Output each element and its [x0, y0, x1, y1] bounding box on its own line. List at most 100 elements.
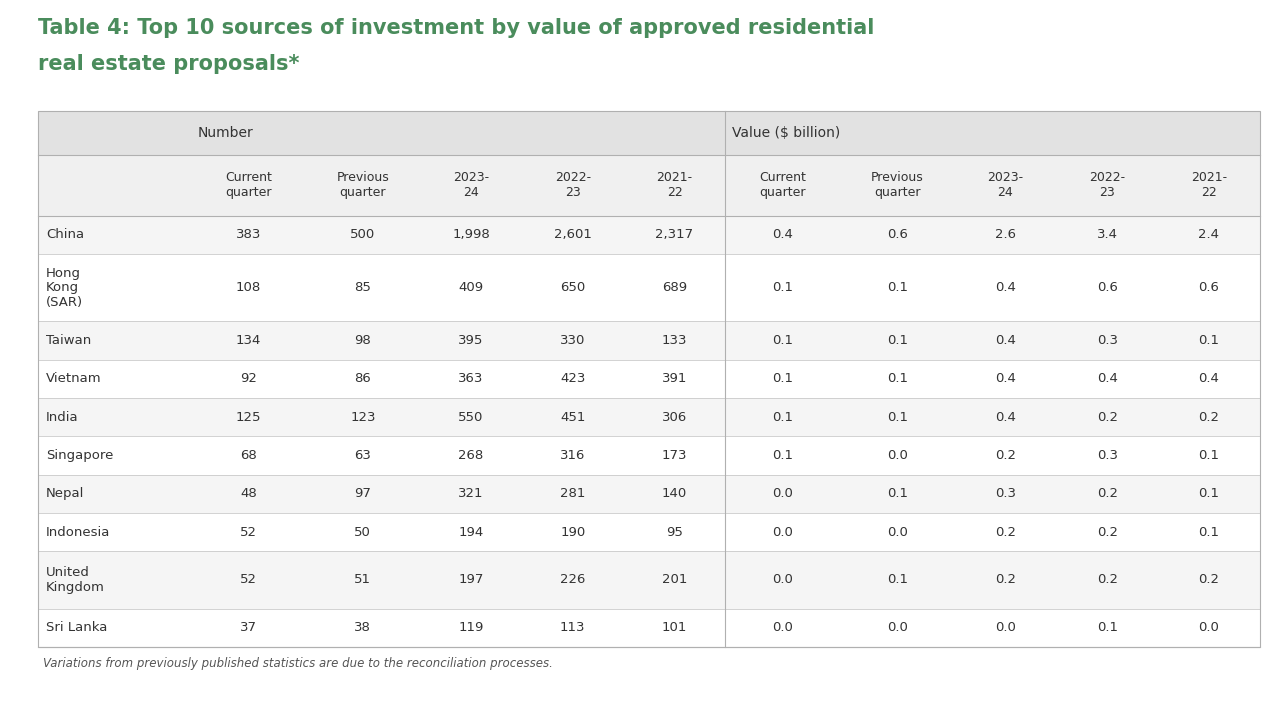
Text: 2021-
22: 2021- 22 — [656, 171, 693, 199]
Text: Vietnam: Vietnam — [46, 372, 101, 385]
Text: 550: 550 — [458, 411, 483, 423]
Text: Number: Number — [197, 126, 253, 140]
Text: Hong
Kong
(SAR): Hong Kong (SAR) — [46, 267, 83, 308]
Text: 119: 119 — [458, 621, 483, 634]
Text: 0.2: 0.2 — [1096, 411, 1118, 423]
Text: 0.6: 0.6 — [1198, 281, 1219, 294]
Text: 194: 194 — [458, 526, 483, 539]
Text: 268: 268 — [458, 449, 483, 462]
Text: 281: 281 — [560, 487, 586, 500]
Text: 0.1: 0.1 — [886, 411, 908, 423]
Text: 650: 650 — [560, 281, 586, 294]
Text: 1,998: 1,998 — [451, 229, 490, 242]
Text: Previous
quarter: Previous quarter — [871, 171, 923, 199]
Text: 0.6: 0.6 — [1096, 281, 1118, 294]
Text: 197: 197 — [458, 574, 483, 587]
Text: Current
quarter: Current quarter — [225, 171, 271, 199]
Text: 226: 226 — [560, 574, 586, 587]
Text: 2.6: 2.6 — [995, 229, 1016, 242]
Text: 0.1: 0.1 — [773, 372, 793, 385]
Text: Value ($ billion): Value ($ billion) — [732, 126, 840, 140]
Text: 68: 68 — [240, 449, 257, 462]
Text: 0.1: 0.1 — [886, 487, 908, 500]
Text: Sri Lanka: Sri Lanka — [46, 621, 107, 634]
Text: 0.1: 0.1 — [1198, 487, 1219, 500]
Text: real estate proposals*: real estate proposals* — [38, 54, 299, 74]
Text: 0.1: 0.1 — [886, 334, 908, 347]
Text: 125: 125 — [235, 411, 261, 423]
Text: 38: 38 — [354, 621, 371, 634]
Text: 0.1: 0.1 — [773, 281, 793, 294]
Text: 500: 500 — [350, 229, 376, 242]
Text: 37: 37 — [239, 621, 257, 634]
Text: 113: 113 — [560, 621, 586, 634]
Text: 101: 101 — [661, 621, 687, 634]
Text: 97: 97 — [354, 487, 371, 500]
Text: 0.1: 0.1 — [1198, 449, 1219, 462]
Text: 2021-
22: 2021- 22 — [1191, 171, 1227, 199]
Text: 0.1: 0.1 — [1198, 526, 1219, 539]
Text: 0.0: 0.0 — [886, 621, 908, 634]
Text: 85: 85 — [354, 281, 371, 294]
Text: 133: 133 — [661, 334, 687, 347]
Text: 134: 134 — [235, 334, 261, 347]
Text: 0.0: 0.0 — [1198, 621, 1219, 634]
Text: 3.4: 3.4 — [1096, 229, 1118, 242]
Text: India: India — [46, 411, 79, 423]
Text: 0.1: 0.1 — [1096, 621, 1118, 634]
Text: 0.3: 0.3 — [995, 487, 1016, 500]
Text: 0.4: 0.4 — [995, 411, 1016, 423]
Text: 0.1: 0.1 — [773, 411, 793, 423]
Text: 0.2: 0.2 — [995, 449, 1016, 462]
Text: 0.4: 0.4 — [995, 281, 1016, 294]
Text: 0.4: 0.4 — [1198, 372, 1219, 385]
Text: 48: 48 — [240, 487, 257, 500]
Text: 0.4: 0.4 — [995, 372, 1016, 385]
Text: 190: 190 — [560, 526, 586, 539]
Text: 451: 451 — [560, 411, 586, 423]
Text: 98: 98 — [354, 334, 371, 347]
Text: 2,601: 2,601 — [554, 229, 592, 242]
Text: 0.3: 0.3 — [1096, 449, 1118, 462]
Text: 201: 201 — [661, 574, 687, 587]
Text: Indonesia: Indonesia — [46, 526, 110, 539]
Text: 689: 689 — [663, 281, 687, 294]
Text: 0.1: 0.1 — [886, 281, 908, 294]
Text: 0.4: 0.4 — [995, 334, 1016, 347]
Text: 321: 321 — [458, 487, 483, 500]
Text: 92: 92 — [240, 372, 257, 385]
Text: 363: 363 — [458, 372, 483, 385]
Text: 0.4: 0.4 — [773, 229, 793, 242]
Text: United
Kingdom: United Kingdom — [46, 567, 105, 594]
Text: Singapore: Singapore — [46, 449, 114, 462]
Text: 108: 108 — [235, 281, 261, 294]
Text: Previous
quarter: Previous quarter — [336, 171, 389, 199]
Text: 383: 383 — [235, 229, 261, 242]
Text: 2.4: 2.4 — [1198, 229, 1219, 242]
Text: 423: 423 — [560, 372, 586, 385]
Text: 51: 51 — [354, 574, 371, 587]
Text: 2022-
23: 2022- 23 — [555, 171, 591, 199]
Text: 2022-
23: 2022- 23 — [1090, 171, 1126, 199]
Text: 0.0: 0.0 — [773, 574, 793, 587]
Text: 0.1: 0.1 — [886, 574, 908, 587]
Text: 0.0: 0.0 — [886, 449, 908, 462]
Text: 0.2: 0.2 — [1096, 526, 1118, 539]
Text: 50: 50 — [354, 526, 371, 539]
Text: 0.3: 0.3 — [1096, 334, 1118, 347]
Text: 173: 173 — [661, 449, 687, 462]
Text: 391: 391 — [661, 372, 687, 385]
Text: 86: 86 — [354, 372, 371, 385]
Text: China: China — [46, 229, 84, 242]
Text: 123: 123 — [350, 411, 376, 423]
Text: 306: 306 — [663, 411, 687, 423]
Text: 0.2: 0.2 — [1096, 574, 1118, 587]
Text: 0.1: 0.1 — [773, 334, 793, 347]
Text: 409: 409 — [458, 281, 483, 294]
Text: 95: 95 — [666, 526, 683, 539]
Text: 2023-
24: 2023- 24 — [453, 171, 489, 199]
Text: 0.2: 0.2 — [995, 526, 1016, 539]
Text: 0.2: 0.2 — [1096, 487, 1118, 500]
Text: 0.0: 0.0 — [995, 621, 1016, 634]
Text: 52: 52 — [239, 574, 257, 587]
